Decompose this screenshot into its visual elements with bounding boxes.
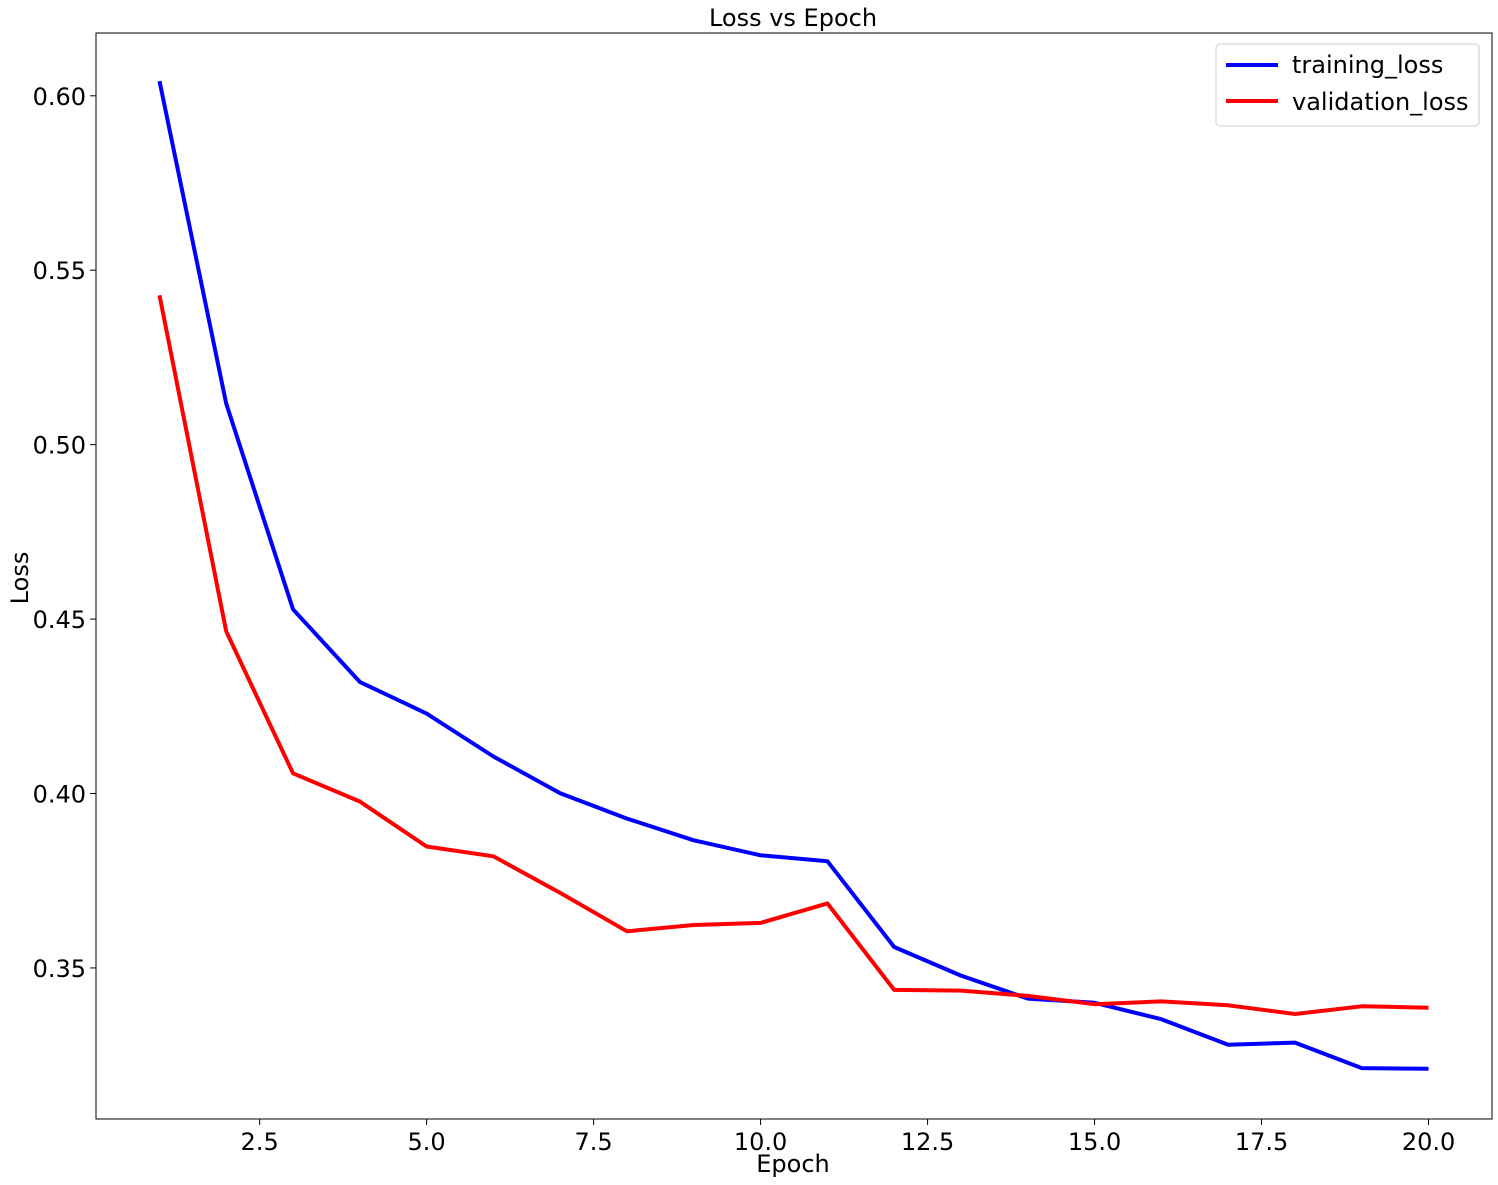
plot-frame	[95, 32, 1493, 1120]
data-point-validation-loss	[627, 931, 628, 932]
data-point-validation-loss	[226, 631, 227, 632]
data-point-validation-loss	[1161, 1001, 1162, 1002]
chart-title: Loss vs Epoch	[709, 4, 877, 32]
data-point-training-loss	[693, 840, 694, 841]
legend-label-training-loss: training_loss	[1292, 51, 1443, 79]
x-axis: 2.5 5.0 7.5 10.0 12.5 15.0 17.5 20.0	[241, 1119, 1455, 1156]
y-tick-label: 0.45	[33, 606, 86, 634]
legend: training_loss validation_loss	[1215, 43, 1480, 127]
data-point-validation-loss	[359, 801, 360, 802]
data-point-training-loss	[1295, 1042, 1296, 1043]
data-point-validation-loss	[493, 856, 494, 857]
legend-box	[1215, 43, 1480, 127]
data-point-training-loss	[1027, 998, 1028, 999]
x-tick-label: 7.5	[575, 1128, 613, 1156]
x-tick-label: 15.0	[1068, 1128, 1121, 1156]
data-point-training-loss	[894, 947, 895, 948]
data-point-validation-loss	[159, 295, 160, 296]
data-point-training-loss	[159, 81, 160, 82]
data-point-training-loss	[1161, 1019, 1162, 1020]
data-point-validation-loss	[293, 773, 294, 774]
data-point-training-loss	[961, 975, 962, 976]
y-tick-label: 0.40	[33, 781, 86, 809]
x-tick-label: 20.0	[1402, 1128, 1455, 1156]
data-point-validation-loss	[1295, 1014, 1296, 1015]
x-tick-label: 17.5	[1235, 1128, 1288, 1156]
data-point-validation-loss	[894, 989, 895, 990]
x-axis-title: Epoch	[756, 1150, 830, 1178]
data-point-validation-loss	[1027, 995, 1028, 996]
y-axis: 0.35 0.40 0.45 0.50 0.55 0.60	[33, 83, 96, 983]
series-line-training-loss	[157, 80, 1429, 1071]
data-point-training-loss	[359, 681, 360, 682]
data-point-training-loss	[1228, 1044, 1229, 1045]
data-point-validation-loss	[1094, 1004, 1095, 1005]
y-axis-title: Loss	[6, 552, 34, 605]
data-point-training-loss	[627, 818, 628, 819]
x-tick-label: 10.0	[734, 1128, 787, 1156]
x-tick-label: 12.5	[901, 1128, 954, 1156]
y-tick-label: 0.55	[33, 257, 86, 285]
data-point-validation-loss	[1428, 1007, 1429, 1008]
data-point-validation-loss	[693, 925, 694, 926]
series-line-validation-loss	[157, 294, 1429, 1016]
data-point-validation-loss	[961, 990, 962, 991]
data-point-validation-loss	[760, 922, 761, 923]
data-point-validation-loss	[1361, 1006, 1362, 1007]
data-point-validation-loss	[827, 903, 828, 904]
data-point-training-loss	[760, 855, 761, 856]
data-point-training-loss	[426, 713, 427, 714]
x-tick-label: 2.5	[241, 1128, 279, 1156]
y-tick-label: 0.60	[33, 83, 86, 111]
data-point-training-loss	[226, 403, 227, 404]
data-point-training-loss	[1428, 1068, 1429, 1069]
data-point-training-loss	[493, 756, 494, 757]
data-point-training-loss	[1361, 1068, 1362, 1069]
data-point-validation-loss	[560, 892, 561, 893]
data-point-training-loss	[827, 861, 828, 862]
data-point-validation-loss	[426, 846, 427, 847]
data-point-validation-loss	[1228, 1005, 1229, 1006]
data-point-training-loss	[293, 609, 294, 610]
y-tick-label: 0.50	[33, 432, 86, 460]
x-tick-label: 5.0	[408, 1128, 446, 1156]
plot-area	[157, 80, 1429, 1071]
y-tick-label: 0.35	[33, 955, 86, 983]
legend-label-validation-loss: validation_loss	[1292, 88, 1469, 116]
data-point-training-loss	[560, 793, 561, 794]
